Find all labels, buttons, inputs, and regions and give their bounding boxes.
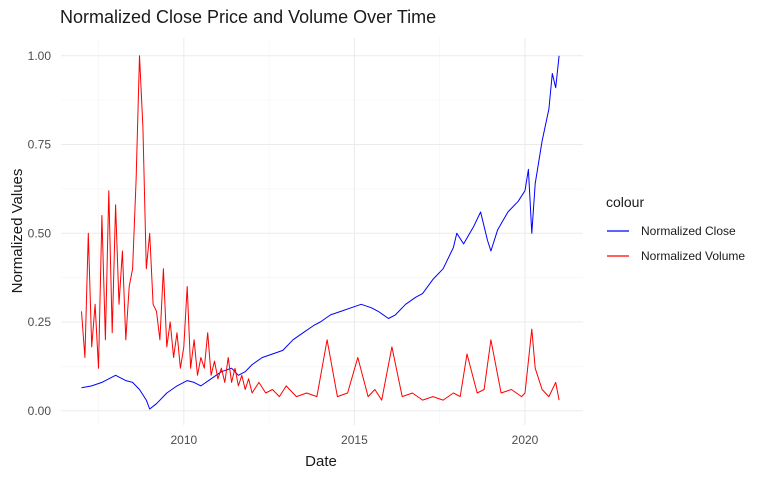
series-line-normalized-volume bbox=[81, 55, 560, 401]
x-tick-label: 2015 bbox=[341, 433, 368, 447]
y-tick-label: 0.50 bbox=[28, 226, 52, 240]
legend: colour Normalized Close Normalized Volum… bbox=[606, 194, 745, 263]
legend-label-volume: Normalized Volume bbox=[641, 249, 745, 263]
x-tick-label: 2020 bbox=[512, 433, 539, 447]
series-layer bbox=[81, 55, 560, 410]
series-line-normalized-close bbox=[81, 55, 560, 410]
y-axis-title: Normalized Values bbox=[9, 169, 26, 294]
legend-title: colour bbox=[606, 194, 644, 210]
y-tick-label: 1.00 bbox=[28, 49, 52, 63]
y-tick-label: 0.75 bbox=[28, 138, 52, 152]
grid bbox=[61, 38, 583, 425]
x-tick-label: 2010 bbox=[170, 433, 197, 447]
tick-labels: 2010 2015 2020 0.00 0.25 0.50 0.75 1.00 bbox=[28, 49, 539, 447]
y-tick-label: 0.25 bbox=[28, 315, 52, 329]
legend-label-close: Normalized Close bbox=[641, 224, 736, 238]
x-axis-title: Date bbox=[305, 453, 337, 470]
y-tick-label: 0.00 bbox=[28, 404, 52, 418]
chart-title: Normalized Close Price and Volume Over T… bbox=[60, 7, 436, 27]
